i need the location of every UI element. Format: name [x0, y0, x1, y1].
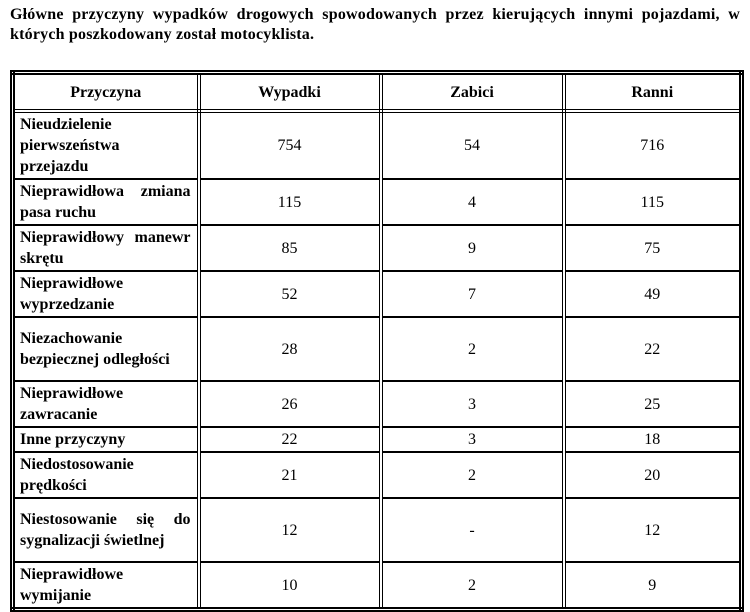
- killed-cell: 3: [378, 380, 566, 428]
- cause-cell: Nieprawidłowe zawracanie: [10, 380, 201, 428]
- cause-cell: Inne przyczyny: [10, 426, 201, 453]
- killed-cell: 2: [378, 316, 566, 382]
- table-row: Nieprawidłowy manewr skrętu 85 9 75: [10, 224, 744, 272]
- document-title: Główne przyczyny wypadków drogowych spow…: [10, 6, 740, 43]
- table-body: Nieudzielenie pierwszeństwa przejazdu 75…: [10, 110, 744, 611]
- accidents-cell: 22: [196, 426, 383, 453]
- injured-cell: 75: [561, 224, 744, 272]
- killed-cell: 4: [378, 178, 566, 226]
- injured-cell: 25: [561, 380, 744, 428]
- table-header: Przyczyna Wypadki Zabici Ranni: [10, 71, 744, 113]
- table-row: Niestosowanie się do sygnalizacji świetl…: [10, 497, 744, 563]
- table-row: Nieprawidłowa zmiana pasa ruchu 115 4 11…: [10, 178, 744, 226]
- table-row: Inne przyczyny 22 3 18: [10, 426, 744, 453]
- injured-cell: 716: [561, 110, 744, 180]
- killed-cell: 2: [378, 451, 566, 499]
- injured-cell: 22: [561, 316, 744, 382]
- table-row: Nieprawidłowe zawracanie 26 3 25: [10, 380, 744, 428]
- accidents-cell: 12: [196, 497, 383, 563]
- injured-cell: 12: [561, 497, 744, 563]
- accident-causes-table: Przyczyna Wypadki Zabici Ranni Nieudziel…: [10, 70, 744, 612]
- accidents-cell: 26: [196, 380, 383, 428]
- table-row: Niezachowanie bezpiecznej odległości 28 …: [10, 316, 744, 382]
- column-header-przyczyna: Przyczyna: [10, 71, 201, 113]
- accidents-cell: 52: [196, 270, 383, 318]
- accidents-cell: 85: [196, 224, 383, 272]
- cause-cell: Nieprawidłowy manewr skrętu: [10, 224, 201, 272]
- column-header-ranni: Ranni: [561, 71, 744, 113]
- column-header-wypadki: Wypadki: [196, 71, 383, 113]
- header-row: Przyczyna Wypadki Zabici Ranni: [10, 71, 744, 113]
- killed-cell: 54: [378, 110, 566, 180]
- cause-cell: Nieprawidłowa zmiana pasa ruchu: [10, 178, 201, 226]
- table-row: Niedostosowanie prędkości 21 2 20: [10, 451, 744, 499]
- injured-cell: 49: [561, 270, 744, 318]
- injured-cell: 115: [561, 178, 744, 226]
- injured-cell: 18: [561, 426, 744, 453]
- injured-cell: 20: [561, 451, 744, 499]
- table-row: Nieprawidłowe wyprzedzanie 52 7 49: [10, 270, 744, 318]
- killed-cell: 2: [378, 561, 566, 611]
- cause-cell: Niestosowanie się do sygnalizacji świetl…: [10, 497, 201, 563]
- killed-cell: 3: [378, 426, 566, 453]
- cause-cell: Niedostosowanie prędkości: [10, 451, 201, 499]
- cause-cell: Nieudzielenie pierwszeństwa przejazdu: [10, 110, 201, 180]
- killed-cell: 9: [378, 224, 566, 272]
- killed-cell: -: [378, 497, 566, 563]
- cause-cell: Nieprawidłowe wymijanie: [10, 561, 201, 611]
- accidents-cell: 21: [196, 451, 383, 499]
- table-row: Nieudzielenie pierwszeństwa przejazdu 75…: [10, 110, 744, 180]
- accidents-cell: 10: [196, 561, 383, 611]
- cause-cell: Niezachowanie bezpiecznej odległości: [10, 316, 201, 382]
- killed-cell: 7: [378, 270, 566, 318]
- accidents-cell: 754: [196, 110, 383, 180]
- cause-cell: Nieprawidłowe wyprzedzanie: [10, 270, 201, 318]
- injured-cell: 9: [561, 561, 744, 611]
- column-header-zabici: Zabici: [378, 71, 566, 113]
- accidents-cell: 115: [196, 178, 383, 226]
- accidents-cell: 28: [196, 316, 383, 382]
- table-row: Nieprawidłowe wymijanie 10 2 9: [10, 561, 744, 611]
